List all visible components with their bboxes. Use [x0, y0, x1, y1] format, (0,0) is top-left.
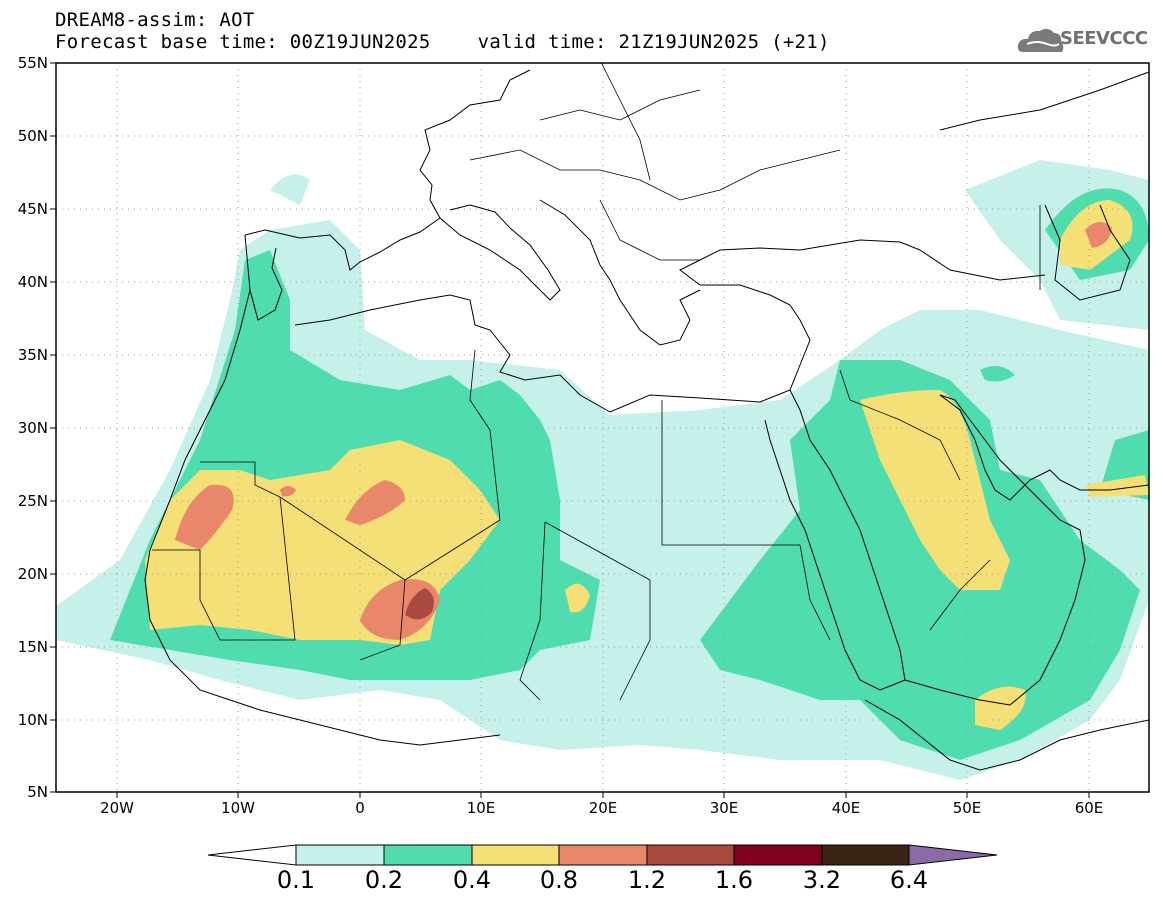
- forecast-time-subtitle: Forecast base time: 00Z19JUN2025 valid t…: [55, 31, 830, 53]
- lat-label-5n: 5N: [27, 783, 48, 801]
- colorbar-swatch-2: [471, 844, 560, 866]
- colorbar-swatch-6: [821, 844, 910, 866]
- lat-label-45n: 45N: [17, 200, 48, 218]
- colorbar-label-3.2: 3.2: [802, 866, 842, 894]
- colorbar-swatch-1: [383, 844, 473, 866]
- colorbar-label-1.6: 1.6: [714, 866, 754, 894]
- lat-label-40n: 40N: [17, 273, 48, 291]
- colorbar-label-0.1: 0.1: [276, 866, 316, 894]
- lat-label-55n: 55N: [17, 54, 48, 72]
- lat-label-30n: 30N: [17, 419, 48, 437]
- lat-label-20n: 20N: [17, 565, 48, 583]
- lat-label-50n: 50N: [17, 127, 48, 145]
- lon-label-30e: 30E: [709, 799, 739, 817]
- colorbar-under-arrow: [207, 844, 297, 866]
- lon-label-10w: 10W: [221, 799, 255, 817]
- aot-shading: [56, 160, 1149, 780]
- colorbar-label-0.8: 0.8: [539, 866, 579, 894]
- colorbar-label-0.4: 0.4: [452, 866, 492, 894]
- lat-label-35n: 35N: [17, 346, 48, 364]
- colorbar: [207, 844, 998, 866]
- lon-label-20e: 20E: [588, 799, 618, 817]
- lon-label-60e: 60E: [1074, 799, 1104, 817]
- colorbar-swatch-4: [646, 844, 735, 866]
- map-title: DREAM8-assim: AOT: [55, 9, 255, 31]
- lon-label-0: 0: [355, 799, 365, 817]
- lon-label-10e: 10E: [466, 799, 496, 817]
- colorbar-label-1.2: 1.2: [627, 866, 667, 894]
- colorbar-swatch-0: [295, 844, 385, 866]
- lon-label-20w: 20W: [100, 799, 134, 817]
- coastlines: [144, 69, 1149, 771]
- colorbar-label-6.4: 6.4: [889, 866, 929, 894]
- colorbar-label-0.2: 0.2: [364, 866, 404, 894]
- lat-label-25n: 25N: [17, 492, 48, 510]
- colorbar-over-arrow: [908, 844, 998, 866]
- graticule: [56, 63, 1149, 792]
- borders: [152, 63, 1041, 701]
- colorbar-swatch-3: [558, 844, 648, 866]
- lat-label-10n: 10N: [17, 711, 48, 729]
- logo-text: SEEVCCC: [1060, 28, 1148, 49]
- cloud-icon: [1017, 28, 1064, 52]
- lat-label-15n: 15N: [17, 638, 48, 656]
- lon-label-50e: 50E: [952, 799, 982, 817]
- colorbar-swatch-5: [733, 844, 823, 866]
- axis-ticks: [50, 62, 1090, 798]
- lon-label-40e: 40E: [831, 799, 861, 817]
